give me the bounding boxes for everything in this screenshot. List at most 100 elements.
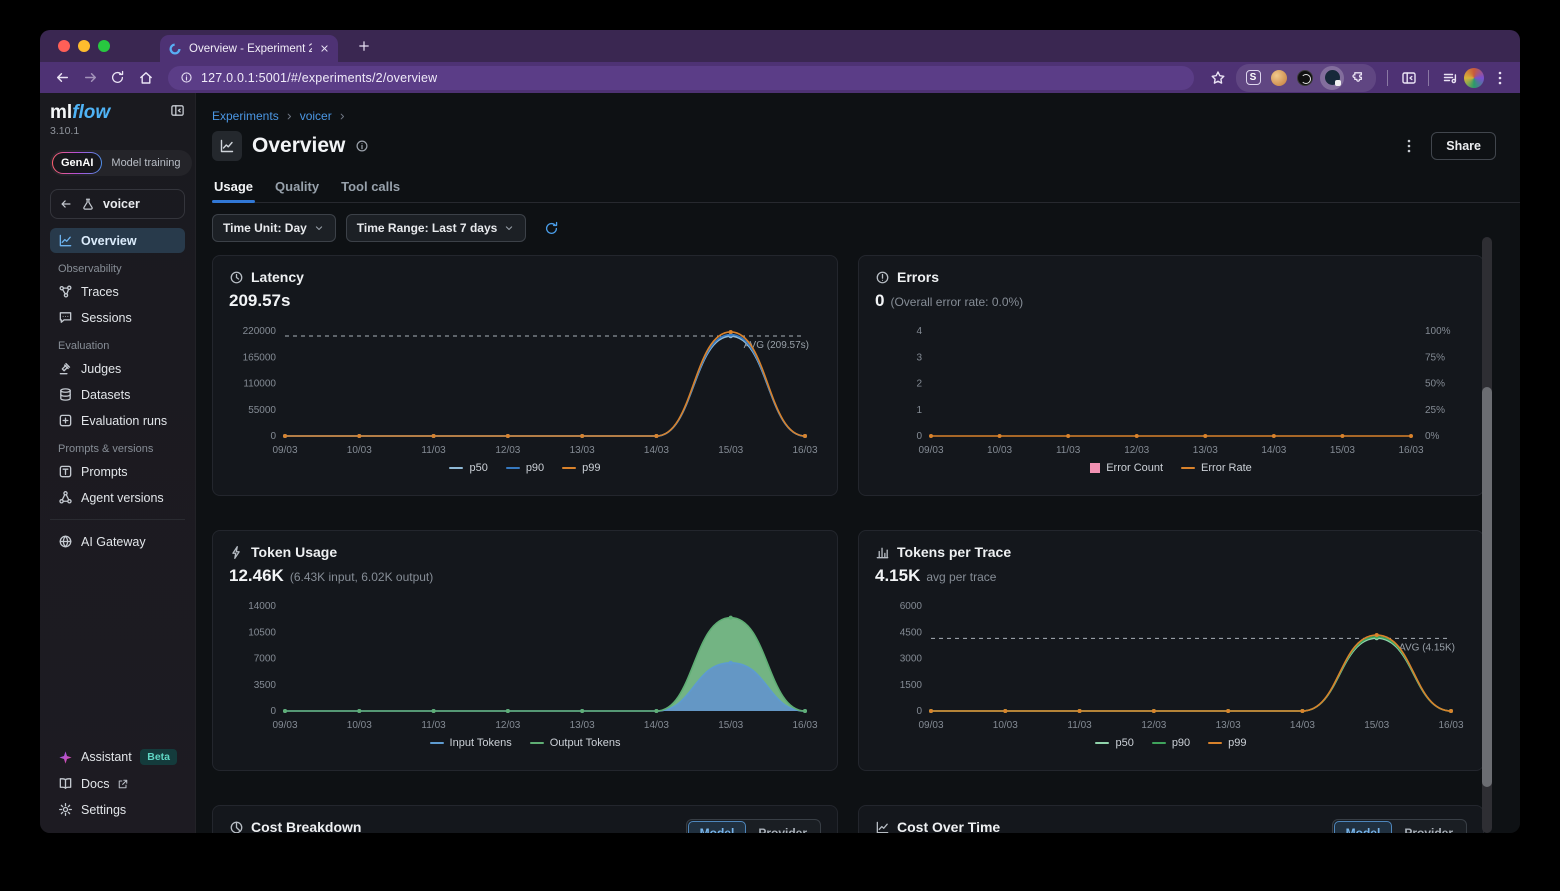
extensions-puzzle-icon[interactable]: [1348, 67, 1370, 89]
sidebar-collapse-icon[interactable]: [170, 103, 185, 118]
forward-button[interactable]: [76, 65, 102, 91]
svg-text:15/03: 15/03: [718, 720, 743, 731]
window-zoom-button[interactable]: [98, 40, 110, 52]
nav-section-label: Observability: [50, 254, 185, 278]
time-unit-dropdown[interactable]: Time Unit: Day: [212, 214, 336, 242]
sidebar-item-overview[interactable]: Overview: [50, 228, 185, 253]
sidebar-item-judges[interactable]: Judges: [50, 356, 185, 381]
tab-usage[interactable]: Usage: [212, 175, 255, 202]
breadcrumb-experiment-name[interactable]: voicer: [300, 109, 332, 123]
site-info-icon[interactable]: [180, 71, 193, 84]
sidebar-footer: AssistantBetaDocsSettings: [50, 743, 185, 823]
breadcrumb-experiments[interactable]: Experiments: [212, 109, 279, 123]
sidebar-divider: [50, 519, 185, 520]
svg-text:14/03: 14/03: [1261, 445, 1286, 456]
segment-provider[interactable]: Provider: [746, 821, 819, 833]
back-button[interactable]: [48, 65, 74, 91]
svg-text:0%: 0%: [1425, 431, 1440, 442]
sidebar-item-assistant[interactable]: AssistantBeta: [50, 744, 185, 770]
legend-item-p99[interactable]: p99: [1208, 737, 1246, 749]
legend-item-error-rate[interactable]: Error Rate: [1181, 462, 1252, 474]
tab-quality[interactable]: Quality: [273, 175, 321, 202]
legend-item-input-tokens[interactable]: Input Tokens: [430, 737, 512, 749]
svg-text:10500: 10500: [248, 627, 276, 638]
scrollbar-thumb[interactable]: [1482, 387, 1492, 787]
sidebar-item-evaluation-runs[interactable]: Evaluation runs: [50, 408, 185, 433]
card-tokens-per-trace: Tokens per Trace4.15Kavg per trace015003…: [858, 530, 1484, 771]
tab-close-icon[interactable]: [319, 43, 330, 54]
share-button[interactable]: Share: [1431, 132, 1496, 160]
segment-model[interactable]: Model: [688, 821, 747, 833]
new-tab-button[interactable]: [352, 34, 376, 58]
svg-text:14/03: 14/03: [644, 445, 669, 456]
window-close-button[interactable]: [58, 40, 70, 52]
svg-text:16/03: 16/03: [792, 445, 817, 456]
extension-bw-circle-icon[interactable]: [1294, 67, 1316, 89]
segment-model[interactable]: Model: [1334, 821, 1393, 833]
sidebar-item-settings[interactable]: Settings: [50, 797, 185, 822]
card-metric-subtitle: (Overall error rate: 0.0%): [890, 295, 1023, 309]
svg-text:15/03: 15/03: [1364, 720, 1389, 731]
sidebar-item-datasets[interactable]: Datasets: [50, 382, 185, 407]
legend-item-p99[interactable]: p99: [562, 462, 600, 474]
gear-icon: [58, 802, 73, 817]
extension-active-icon[interactable]: [1320, 66, 1344, 90]
svg-text:11/03: 11/03: [1067, 720, 1092, 731]
time-range-dropdown[interactable]: Time Range: Last 7 days: [346, 214, 527, 242]
svg-text:10/03: 10/03: [993, 720, 1018, 731]
card-metric-value: 12.46K: [229, 566, 284, 586]
reading-list-icon[interactable]: [1436, 65, 1462, 91]
svg-text:0: 0: [270, 706, 276, 717]
mode-pill-genai[interactable]: GenAI: [52, 152, 102, 174]
tab-tool-calls[interactable]: Tool calls: [339, 175, 402, 202]
toolbar-divider: [1387, 70, 1388, 86]
sparkle-icon: [58, 750, 73, 765]
bookmark-star-icon[interactable]: [1204, 65, 1230, 91]
extension-avatar-icon[interactable]: [1268, 67, 1290, 89]
filters-row: Time Unit: Day Time Range: Last 7 days: [212, 214, 1520, 242]
browser-menu-icon[interactable]: [1486, 65, 1512, 91]
refresh-icon[interactable]: [538, 220, 565, 237]
sidebar-item-ai-gateway[interactable]: AI Gateway: [50, 529, 185, 554]
external-link-icon: [117, 778, 129, 790]
page-title: Overview: [252, 134, 345, 158]
card-cost-over-time: Cost Over TimeModelProvider: [858, 805, 1484, 833]
sidebar-item-traces[interactable]: Traces: [50, 279, 185, 304]
legend-item-error-count[interactable]: Error Count: [1090, 462, 1163, 474]
home-button[interactable]: [132, 65, 158, 91]
profile-avatar[interactable]: [1464, 68, 1484, 88]
book-icon: [58, 776, 73, 791]
legend-item-p90[interactable]: p90: [506, 462, 544, 474]
reload-button[interactable]: [104, 65, 130, 91]
legend-item-output-tokens[interactable]: Output Tokens: [530, 737, 621, 749]
url-bar[interactable]: 127.0.0.1:5001/#/experiments/2/overview: [168, 66, 1194, 90]
info-icon[interactable]: [355, 139, 369, 153]
bolt-icon: [229, 545, 244, 560]
window-minimize-button[interactable]: [78, 40, 90, 52]
experiment-selector[interactable]: voicer: [50, 189, 185, 219]
back-arrow-icon[interactable]: [59, 197, 73, 211]
extensions-cluster: S: [1236, 64, 1376, 92]
card-metric-value: 0: [875, 291, 884, 311]
sidebar-item-prompts[interactable]: Prompts: [50, 459, 185, 484]
legend-item-p50[interactable]: p50: [449, 462, 487, 474]
mode-pill-model-training[interactable]: Model training: [102, 152, 189, 174]
segment-provider[interactable]: Provider: [1392, 821, 1465, 833]
sidebar-item-sessions[interactable]: Sessions: [50, 305, 185, 330]
chart-plot: 05500011000016500022000009/0310/0311/031…: [229, 311, 823, 461]
charts-grid: Latency209.57s05500011000016500022000009…: [212, 255, 1520, 833]
legend-item-p50[interactable]: p50: [1095, 737, 1133, 749]
sidebar-item-docs[interactable]: Docs: [50, 771, 185, 796]
tab-bar: Usage Quality Tool calls: [212, 175, 1520, 203]
svg-text:7000: 7000: [254, 654, 277, 665]
side-panel-icon[interactable]: [1395, 65, 1421, 91]
extension-s-icon[interactable]: S: [1242, 67, 1264, 89]
breadcrumb: Experiments voicer: [212, 93, 1520, 123]
svg-text:10/03: 10/03: [347, 445, 372, 456]
legend-item-p90[interactable]: p90: [1152, 737, 1190, 749]
breakdown-segmented-control: ModelProvider: [686, 819, 821, 833]
sidebar-item-agent-versions[interactable]: Agent versions: [50, 485, 185, 510]
page-menu-icon[interactable]: [1401, 138, 1417, 154]
browser-tab[interactable]: Overview - Experiment 2 - Ml: [160, 35, 338, 62]
svg-text:0: 0: [270, 431, 276, 442]
